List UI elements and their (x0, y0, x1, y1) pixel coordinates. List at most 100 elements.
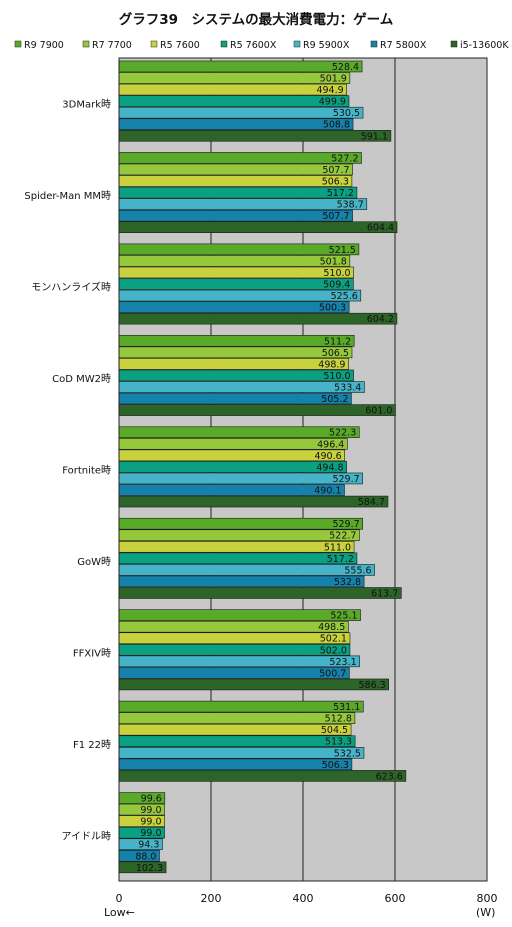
x-tick-label: 200 (201, 892, 222, 905)
category-label: モンハンライズ時 (31, 281, 111, 294)
bar (118, 632, 351, 645)
bar-value-label: 586.3 (358, 680, 385, 691)
bar-value-label: 604.2 (367, 314, 394, 325)
legend-swatch (82, 40, 90, 48)
bar (118, 186, 358, 199)
bar (118, 735, 356, 748)
bar (118, 678, 389, 691)
bar-value-label: 521.5 (329, 245, 356, 256)
bar-value-label: 99.0 (140, 828, 161, 839)
bar (118, 301, 350, 313)
bar-value-label: 504.5 (321, 725, 348, 736)
bar-value-label: 94.3 (138, 840, 159, 851)
category-label: Fortnite時 (62, 465, 111, 477)
bar (118, 484, 345, 496)
legend-label: R5 7600 (160, 40, 200, 51)
bar (118, 529, 360, 542)
bar (118, 152, 362, 164)
legend-label: R9 5900X (303, 40, 350, 51)
bar-value-label: 591.1 (361, 131, 388, 142)
bar (118, 209, 353, 222)
bar-value-label: 490.1 (314, 485, 341, 496)
bar (118, 449, 345, 462)
bar (118, 95, 350, 107)
bar-value-label: 511.2 (324, 336, 351, 347)
x-axis-low-note: Low← (104, 906, 135, 919)
legend-label: R7 5800X (380, 40, 427, 51)
bar-value-label: 502.0 (320, 645, 347, 656)
x-tick-label: 800 (477, 892, 498, 905)
bar (118, 404, 396, 416)
bar (118, 541, 355, 553)
bar-value-label: 502.1 (320, 634, 347, 645)
bar-value-label: 522.3 (329, 428, 356, 439)
category-label: Spider-Man MM時 (24, 190, 111, 202)
bar-value-label: 505.2 (321, 394, 348, 405)
bar (118, 346, 353, 359)
legend-swatch (14, 40, 22, 48)
bar (118, 278, 354, 290)
bar-value-label: 490.6 (314, 451, 341, 462)
bar-value-label: 525.1 (330, 611, 357, 622)
bar (118, 609, 361, 621)
bar (118, 495, 389, 508)
bar (118, 289, 362, 302)
bar-value-label: 88.0 (135, 851, 156, 862)
bar (118, 575, 365, 588)
category-label: FFXIV時 (73, 647, 111, 659)
bar-value-label: 498.5 (318, 622, 345, 633)
bar-value-label: 499.9 (319, 97, 346, 108)
bar-value-label: 584.7 (358, 497, 385, 508)
legend-label: R7 7700 (92, 40, 132, 51)
bar (118, 369, 354, 382)
bar-value-label: 531.1 (333, 702, 360, 713)
bar-value-label: 533.4 (334, 382, 361, 393)
bar (118, 221, 398, 233)
bar (118, 163, 353, 176)
x-axis-unit: (W) (476, 906, 495, 919)
bar-value-label: 528.4 (332, 62, 359, 73)
bar-value-label: 506.3 (322, 176, 349, 187)
bar (118, 758, 353, 771)
bar-value-label: 102.3 (136, 863, 163, 874)
category-label: アイドル時 (62, 830, 112, 842)
bar-value-label: 604.4 (367, 223, 394, 234)
bar (118, 564, 375, 576)
bar-value-label: 529.7 (332, 474, 359, 485)
bar-value-label: 496.4 (317, 439, 344, 450)
bar-value-label: 506.5 (322, 348, 349, 359)
bar (118, 620, 349, 633)
bar-value-label: 494.8 (316, 462, 343, 473)
bar-value-label: 532.8 (334, 577, 361, 588)
bar (118, 266, 354, 279)
bar (118, 552, 358, 565)
bar (118, 655, 360, 668)
bar (118, 175, 353, 187)
category-label: GoW時 (77, 556, 111, 568)
bar (118, 83, 347, 96)
bar (118, 723, 352, 736)
bar-value-label: 509.4 (323, 279, 350, 290)
bar-value-label: 532.5 (334, 748, 361, 759)
bar (118, 472, 363, 485)
legend-swatch (450, 40, 458, 48)
bar-value-label: 512.8 (325, 714, 352, 725)
legend-swatch (220, 40, 228, 48)
legend-swatch (293, 40, 301, 48)
legend-swatch (150, 40, 158, 48)
bar-value-label: 527.2 (331, 153, 358, 164)
category-label: CoD MW2時 (52, 373, 111, 385)
bar-value-label: 507.7 (322, 165, 349, 176)
bar-value-label: 498.9 (318, 359, 345, 370)
bar (118, 60, 363, 73)
bar-value-label: 494.9 (316, 85, 343, 96)
bar-value-label: 522.7 (329, 531, 356, 542)
bar-value-label: 529.7 (332, 519, 359, 530)
bar-value-label: 99.0 (140, 805, 161, 816)
bar (118, 667, 350, 679)
legend-label: R9 7900 (24, 40, 64, 51)
bar (118, 255, 351, 267)
